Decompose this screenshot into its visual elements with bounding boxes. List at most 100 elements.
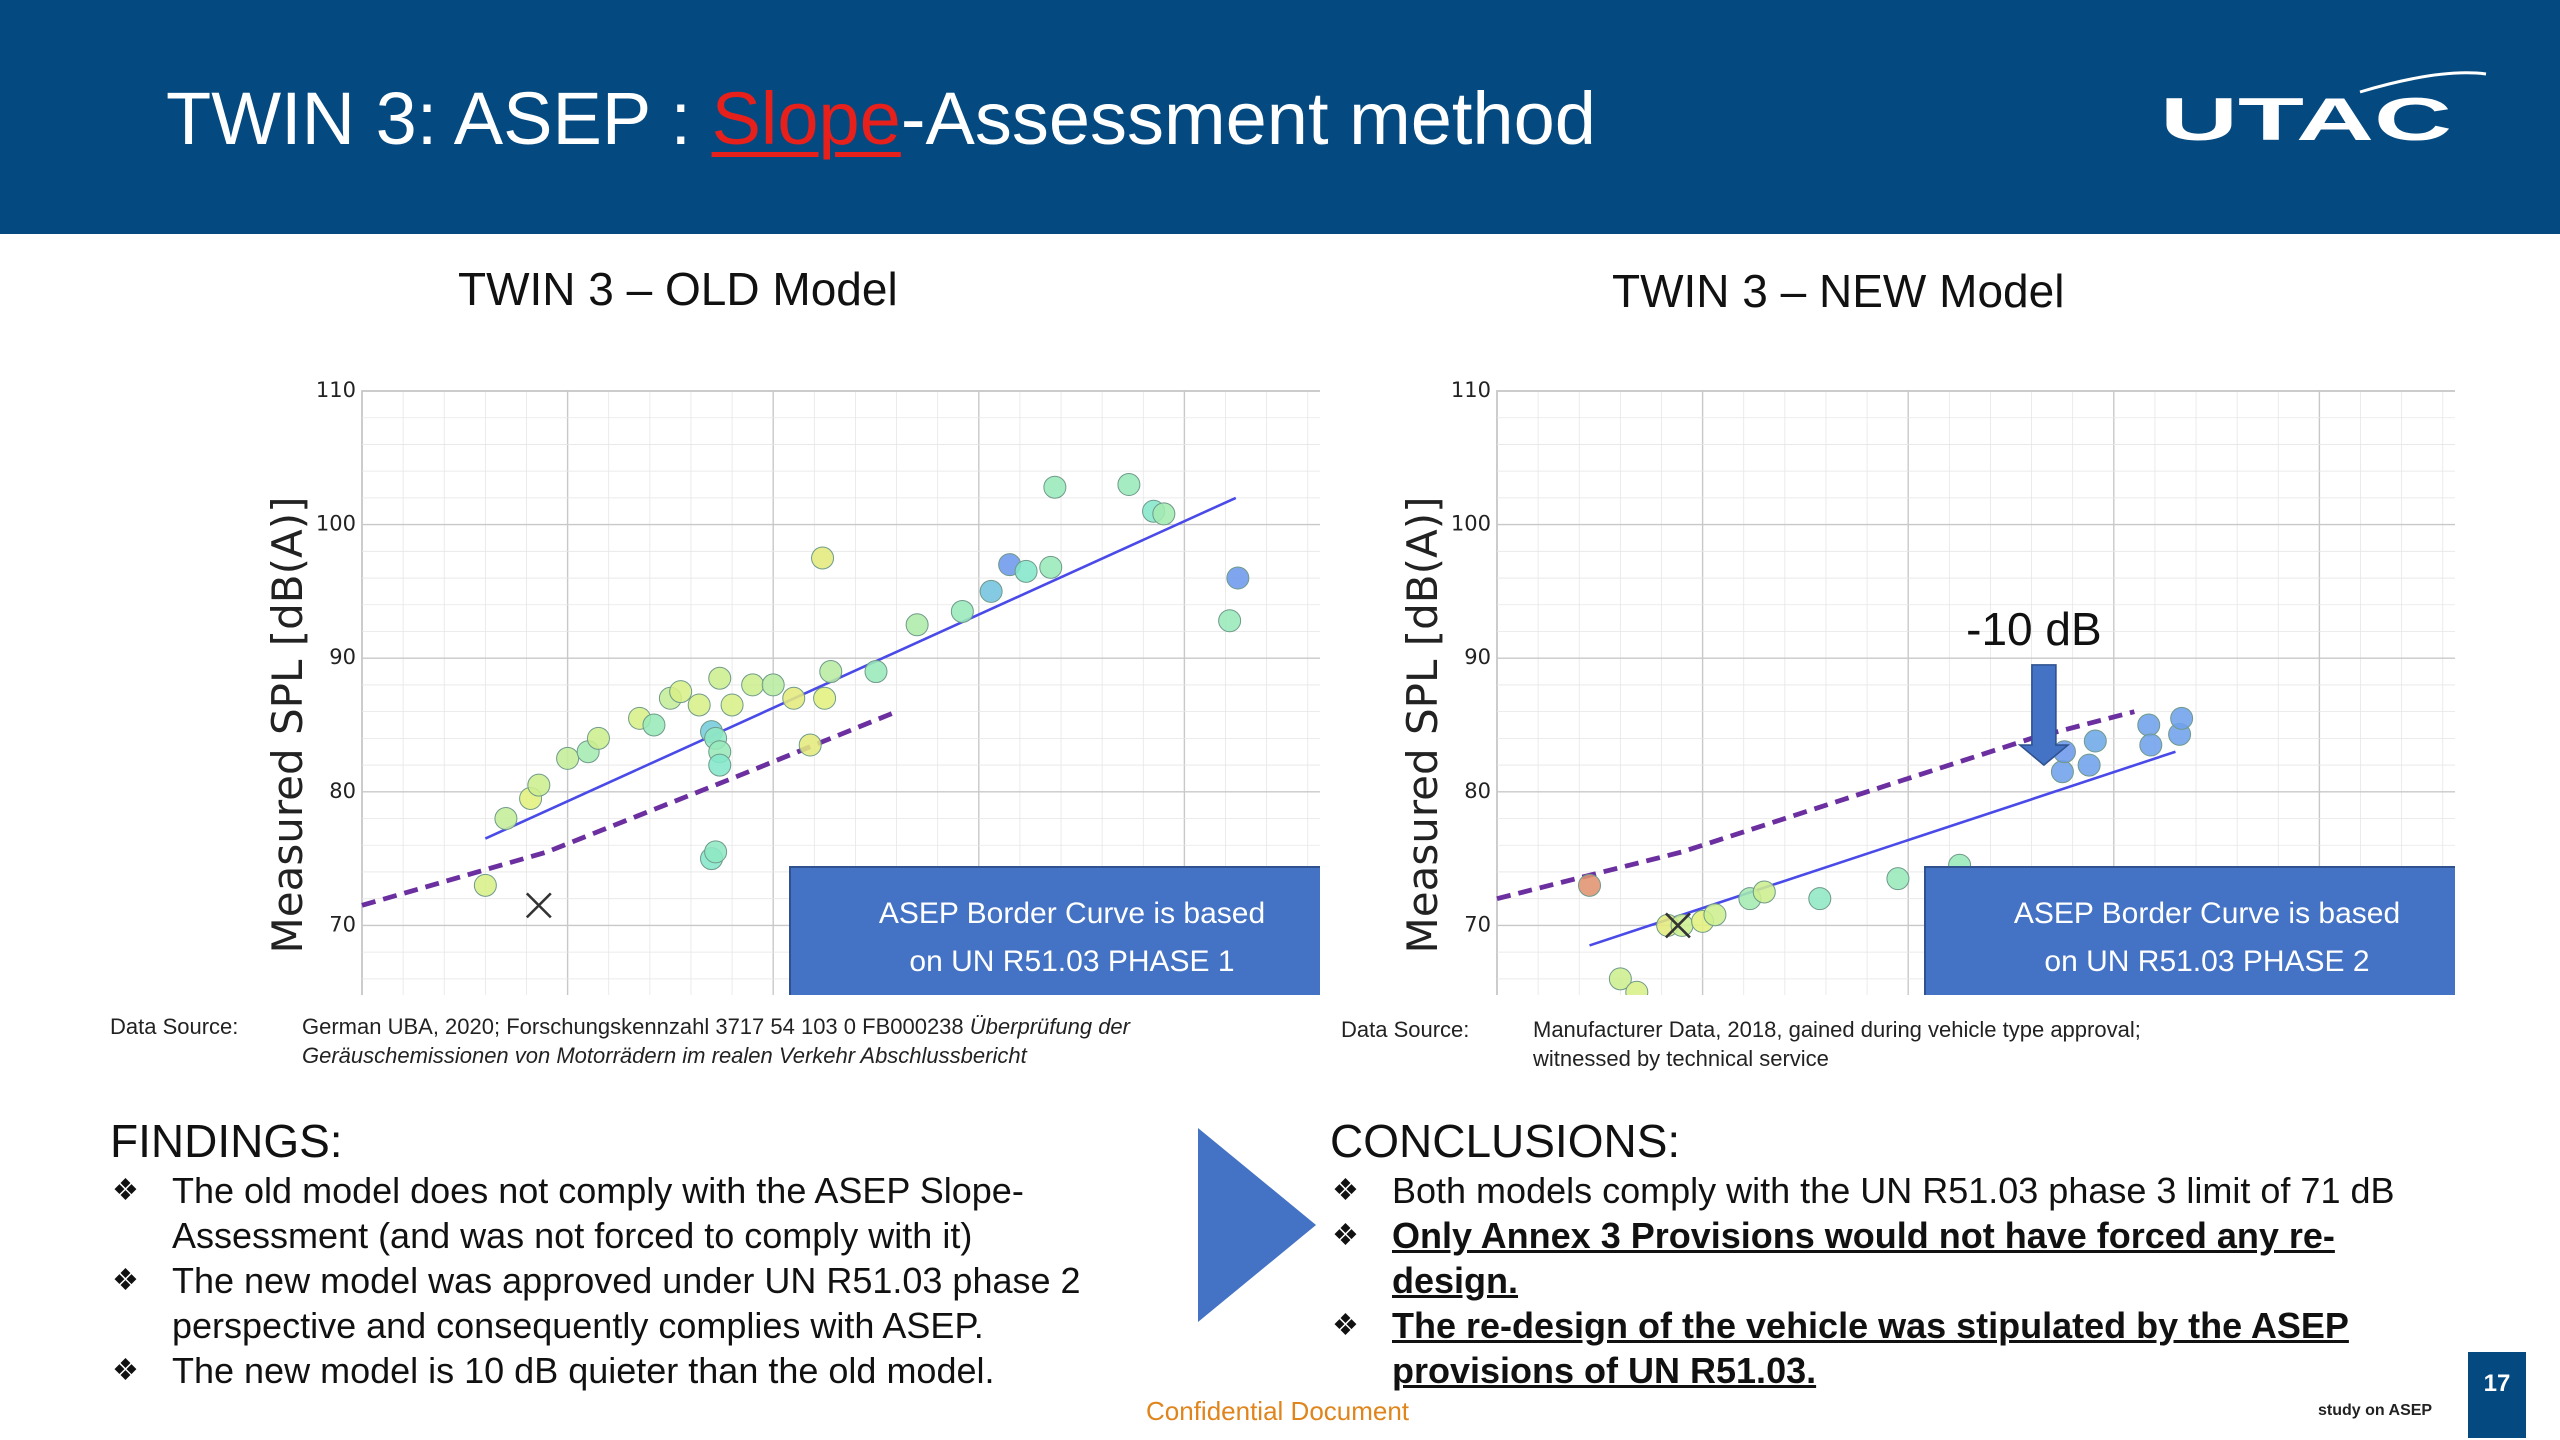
data-point xyxy=(1226,566,1250,590)
data-point xyxy=(556,746,580,770)
data-point xyxy=(720,693,744,717)
data-point xyxy=(2077,753,2101,777)
callout-arrow-icon xyxy=(2017,664,2071,767)
page-number: 17 xyxy=(2468,1352,2526,1438)
data-point xyxy=(494,807,518,831)
bullet-diamond-icon: ❖ xyxy=(1332,1219,1359,1252)
annotation-text: on UN R51.03 PHASE 2 xyxy=(2044,945,2369,978)
data-point xyxy=(819,660,843,684)
data-point xyxy=(2139,733,2163,757)
data-point xyxy=(708,753,732,777)
regression-line xyxy=(1589,750,2176,947)
data-point xyxy=(864,660,888,684)
annotation-text: on UN R51.03 PHASE 1 xyxy=(909,945,1234,978)
data-point xyxy=(1039,555,1063,579)
data-point xyxy=(950,599,974,623)
data-point xyxy=(1152,502,1176,526)
data-point xyxy=(1218,609,1242,633)
border-curve-line xyxy=(1496,709,2135,902)
findings-item: ❖ The new model is 10 dB quieter than the… xyxy=(112,1350,995,1391)
chart-plot-group: 10002000300040005000600060708090100110En… xyxy=(263,378,1320,995)
left-source-label: Data Source: xyxy=(110,1014,239,1039)
data-point xyxy=(905,613,929,637)
data-point xyxy=(586,726,610,750)
study-footer: study on ASEP xyxy=(2318,1402,2433,1419)
data-point xyxy=(473,873,497,897)
y-tick-label: 70 xyxy=(1464,912,1491,936)
x-marker-icon xyxy=(1665,912,1691,939)
border-curve-line xyxy=(361,709,898,908)
slide-header xyxy=(0,0,2560,234)
data-point xyxy=(704,840,728,864)
data-point xyxy=(761,673,785,697)
data-point xyxy=(1886,867,1910,891)
bullet-diamond-icon: ❖ xyxy=(1332,1174,1359,1207)
data-point xyxy=(1608,967,1632,991)
data-point xyxy=(813,686,837,710)
data-point xyxy=(527,773,551,797)
data-point xyxy=(798,733,822,757)
conclusions-item: ❖ The re-design of the vehicle was stipul… xyxy=(1332,1305,2349,1391)
findings-list: ❖ The old model does not comply with the … xyxy=(112,1168,1132,1393)
new-model-chart: 10002000300040005000600060708090100110En… xyxy=(1398,378,2455,995)
data-point xyxy=(2083,729,2107,753)
y-tick-label: 70 xyxy=(329,912,356,936)
y-tick-label: 80 xyxy=(1464,779,1491,803)
bullet-diamond-icon: ❖ xyxy=(1332,1309,1359,1342)
y-axis-label: Measured SPL [dB(A)] xyxy=(1398,497,1447,954)
data-point xyxy=(979,579,1003,603)
data-point xyxy=(2170,706,2194,730)
bullet-diamond-icon: ❖ xyxy=(112,1264,139,1297)
conclusions-heading: CONCLUSIONS: xyxy=(1330,1115,1681,1167)
bullet-diamond-icon: ❖ xyxy=(112,1174,139,1207)
utac-logo: UTAC xyxy=(2160,71,2487,144)
data-point xyxy=(669,680,693,704)
annotation-box xyxy=(789,866,1320,995)
data-point xyxy=(811,546,835,570)
x-marker-icon xyxy=(525,892,552,919)
callout-label: -10 dB xyxy=(1966,603,2102,655)
data-point xyxy=(1578,873,1602,897)
data-point xyxy=(1808,887,1832,911)
data-point xyxy=(782,686,806,710)
y-tick-label: 90 xyxy=(329,645,356,669)
data-point xyxy=(687,693,711,717)
y-tick-label: 90 xyxy=(1464,645,1491,669)
data-point xyxy=(1014,559,1038,583)
regression-line xyxy=(484,496,1237,840)
left-chart-title: TWIN 3 – OLD Model xyxy=(458,263,898,315)
y-tick-label: 80 xyxy=(329,779,356,803)
data-point xyxy=(642,713,666,737)
slide-title: TWIN 3: ASEP : Slope-Assessment method xyxy=(166,77,1596,160)
y-axis-label: Measured SPL [dB(A)] xyxy=(263,497,312,954)
data-point xyxy=(1043,475,1067,499)
data-point xyxy=(1703,903,1727,927)
findings-item: ❖ The new model was approved under UN R51… xyxy=(112,1260,1081,1346)
annotation-box xyxy=(1924,866,2455,995)
data-point xyxy=(708,666,732,690)
data-point xyxy=(1752,880,1776,904)
data-point xyxy=(2050,760,2074,784)
findings-item: ❖ The old model does not comply with the … xyxy=(112,1170,1024,1256)
y-tick-label: 100 xyxy=(316,512,356,536)
right-source-label: Data Source: xyxy=(1341,1017,1470,1042)
annotation-text: ASEP Border Curve is based xyxy=(879,897,1265,930)
right-source-text: Manufacturer Data, 2018, gained during v… xyxy=(1533,1017,2141,1071)
data-point xyxy=(1625,980,1649,995)
data-point xyxy=(1117,473,1141,497)
y-tick-label: 100 xyxy=(1451,512,1491,536)
conclusions-item: ❖ Both models comply with the UN R51.03 p… xyxy=(1332,1170,2395,1211)
title-highlight: Slope xyxy=(711,77,901,160)
chart-plot-group: 10002000300040005000600060708090100110En… xyxy=(1398,378,2455,995)
data-point xyxy=(741,673,765,697)
left-source-italic: Überprüfung der Geräuschemissionen von M… xyxy=(302,1014,1130,1068)
y-tick-label: 110 xyxy=(1451,378,1491,402)
annotation-text: ASEP Border Curve is based xyxy=(2014,897,2400,930)
conclusions-item: ❖ Only Annex 3 Provisions would not have … xyxy=(1332,1215,2335,1301)
old-model-chart: 10002000300040005000600060708090100110En… xyxy=(263,378,1320,995)
left-source-text: German UBA, 2020; Forschungskennzahl 371… xyxy=(302,1014,970,1039)
bullet-diamond-icon: ❖ xyxy=(112,1354,139,1387)
play-arrow-icon xyxy=(1198,1128,1316,1322)
y-tick-label: 110 xyxy=(316,378,356,402)
right-chart-title: TWIN 3 – NEW Model xyxy=(1612,265,2065,317)
